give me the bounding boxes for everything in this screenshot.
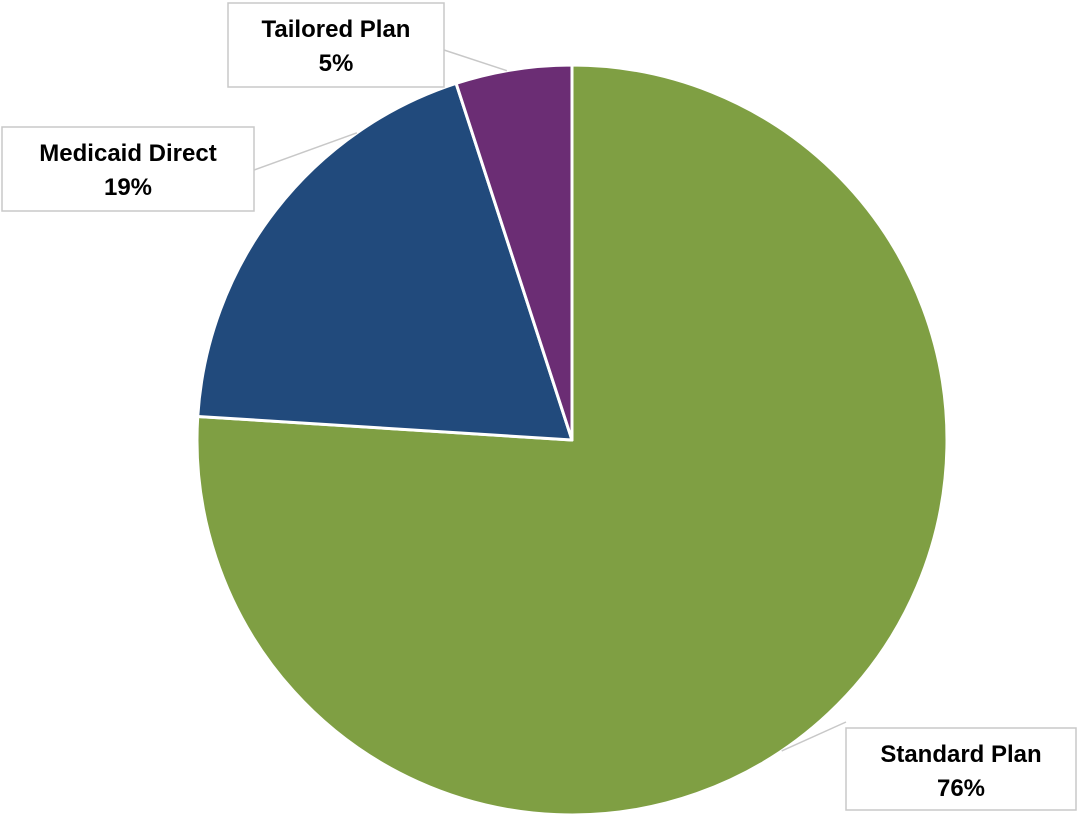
leader-line-standard-plan [781,721,847,752]
slice-label-standard-plan: Standard Plan [880,741,1041,768]
slice-label-tailored-plan: Tailored Plan [262,16,411,43]
data-callout-tailored-plan: Tailored Plan 5% [227,2,445,88]
data-callout-medicaid-direct: Medicaid Direct 19% [1,126,255,212]
slice-label-medicaid-direct: Medicaid Direct [39,140,216,167]
slices-layer [195,63,949,814]
callout-box [845,727,1077,811]
pie-slice-standard-plan [195,63,949,814]
data-callout-standard-plan: Standard Plan 76% [845,727,1077,811]
callout-box [1,126,255,212]
pie-slice-tailored-plan [454,63,574,442]
slice-value-standard-plan: 76% [937,775,985,802]
slice-value-tailored-plan: 5% [319,50,354,77]
callout-box [227,2,445,88]
pie-slice-medicaid-direct [196,81,574,442]
leader-lines-layer [253,49,847,752]
slice-value-medicaid-direct: 19% [104,174,152,201]
leader-line-medicaid-direct [253,132,358,171]
leader-line-tailored-plan [443,49,508,72]
